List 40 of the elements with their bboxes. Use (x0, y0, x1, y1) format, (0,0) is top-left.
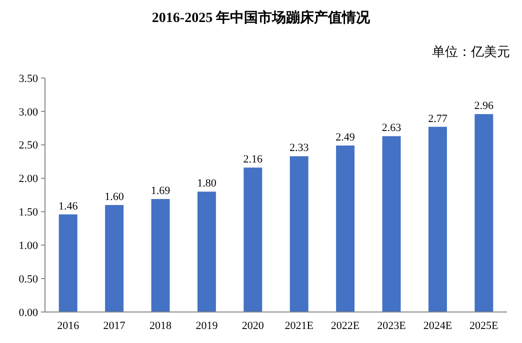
bar (382, 136, 401, 312)
x-tick-label: 2016 (57, 320, 80, 332)
data-label: 2.49 (336, 132, 356, 144)
data-label: 1.80 (197, 178, 217, 190)
y-tick-label: 1.00 (18, 240, 38, 252)
x-tick-label: 2020 (242, 320, 264, 332)
bar (58, 214, 78, 312)
y-tick-label: 0.00 (18, 306, 38, 319)
x-tick-label: 2017 (103, 320, 126, 332)
y-tick-label: 2.00 (18, 173, 38, 186)
bar (244, 168, 262, 312)
bar (428, 126, 447, 312)
x-tick-label: 2018 (150, 320, 172, 332)
y-tick-label: 2.50 (18, 140, 38, 152)
y-tick-label: 3.50 (18, 72, 38, 85)
x-tick-label: 2023E (377, 320, 406, 332)
chart-title: 2016-2025 年中国市场蹦床产值情况 (152, 9, 372, 26)
data-label: 2.33 (289, 142, 310, 154)
data-label: 2.77 (428, 112, 448, 125)
bar (151, 199, 170, 312)
y-tick-label: 1.50 (18, 206, 38, 219)
x-tick-label: 2019 (196, 320, 218, 332)
text: 单位：亿美元 (432, 44, 510, 59)
y-tick-label: 3.00 (18, 106, 38, 118)
data-label: 2.96 (474, 100, 494, 112)
bar (474, 114, 494, 312)
bar (336, 146, 355, 312)
data-label: 2.16 (243, 154, 264, 166)
data-label: 2.63 (382, 122, 402, 134)
data-label: 1.69 (150, 185, 171, 198)
x-tick-label: 2024E (423, 320, 452, 332)
bar (105, 205, 124, 312)
x-tick-label: 2025E (470, 320, 499, 332)
x-tick-label: 2022E (330, 320, 360, 332)
x-tick-label: 2021E (284, 320, 314, 332)
y-tick-label: 0.50 (18, 273, 38, 286)
data-label: 1.46 (58, 200, 78, 212)
bar (290, 156, 308, 312)
data-label: 1.60 (104, 191, 124, 204)
bar (197, 192, 216, 312)
